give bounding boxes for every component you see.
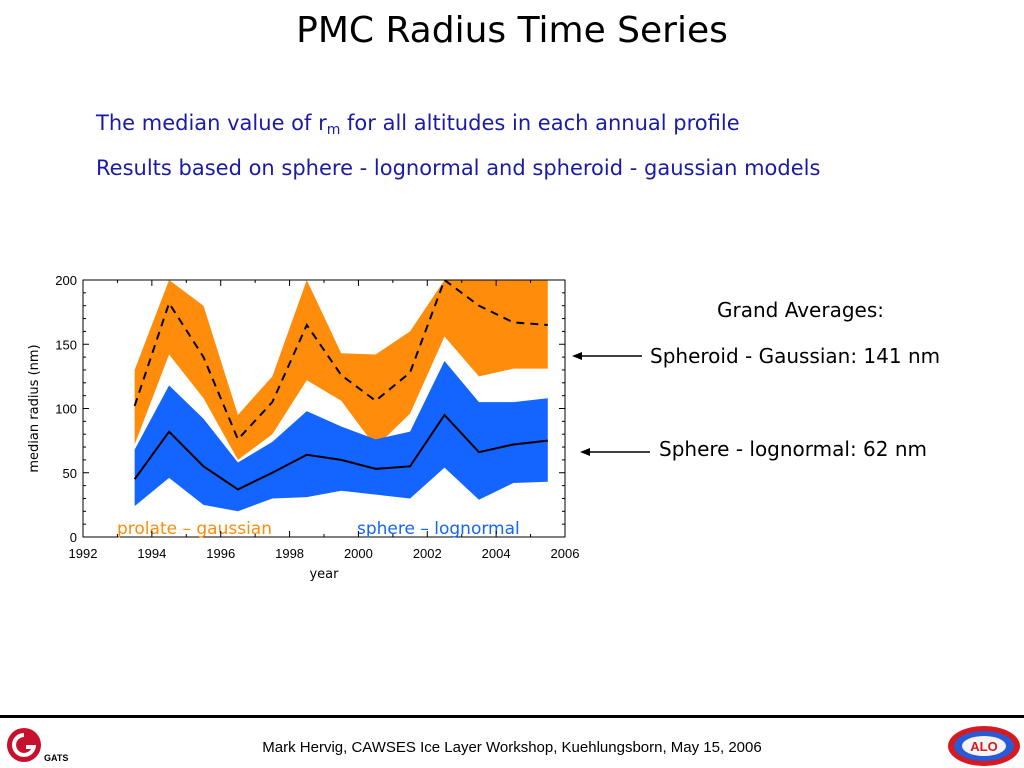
series-median-line-1 bbox=[133, 280, 548, 442]
subtitle-median-text-post: for all altitudes in each annual profile bbox=[340, 111, 740, 135]
sphere-arrow bbox=[580, 448, 650, 456]
series-band-1 bbox=[134, 280, 548, 460]
y-tick-label: 150 bbox=[55, 337, 77, 352]
subtitle-models: Results based on sphere - lognormal and … bbox=[96, 156, 821, 180]
x-tick-label: 2000 bbox=[344, 546, 373, 561]
y-axis-label: median radius (nm) bbox=[27, 344, 42, 472]
x-tick-label: 2004 bbox=[482, 546, 511, 561]
y-tick-label: 0 bbox=[70, 530, 77, 545]
gats-logo: GATS bbox=[7, 728, 68, 763]
subtitle-median-subscript: m bbox=[326, 122, 341, 138]
series-band-2 bbox=[134, 360, 548, 512]
legend-entry-2: sphere – lognormal bbox=[357, 519, 520, 539]
subtitle-median-value: The median value of rm for all altitudes… bbox=[96, 111, 740, 138]
x-axis-label: year bbox=[309, 567, 339, 582]
y-tick-label: 200 bbox=[55, 273, 77, 288]
aim-logo-text: ALO bbox=[970, 739, 997, 754]
spheroid-average-label: Spheroid - Gaussian: 141 nm bbox=[650, 344, 941, 368]
subtitle-median-text-pre: The median value of r bbox=[96, 111, 327, 135]
y-tick-label: 50 bbox=[63, 466, 77, 481]
footer-text: Mark Hervig, CAWSES Ice Layer Workshop, … bbox=[262, 739, 762, 756]
gats-logo-text: GATS bbox=[44, 753, 68, 763]
footer-divider bbox=[0, 715, 1024, 718]
radius-time-series-chart: prolate – gaussian sphere – lognormal 1992… bbox=[27, 273, 580, 582]
x-tick-label: 1994 bbox=[137, 546, 166, 561]
aim-logo: ALO bbox=[948, 726, 1020, 766]
x-tick-label: 1992 bbox=[69, 546, 98, 561]
x-tick-label: 2006 bbox=[551, 546, 580, 561]
x-tick-label: 1996 bbox=[206, 546, 235, 561]
y-tick-label: 100 bbox=[55, 402, 77, 417]
slide-title: PMC Radius Time Series bbox=[296, 10, 728, 51]
legend-entry-1: prolate – gaussian bbox=[117, 519, 272, 539]
grand-averages-title: Grand Averages: bbox=[717, 298, 884, 322]
spheroid-arrow bbox=[572, 352, 642, 360]
x-tick-label: 1998 bbox=[275, 546, 304, 561]
sphere-average-label: Sphere - lognormal: 62 nm bbox=[659, 437, 928, 461]
series-median-line-2 bbox=[133, 413, 548, 491]
x-tick-label: 2002 bbox=[413, 546, 442, 561]
